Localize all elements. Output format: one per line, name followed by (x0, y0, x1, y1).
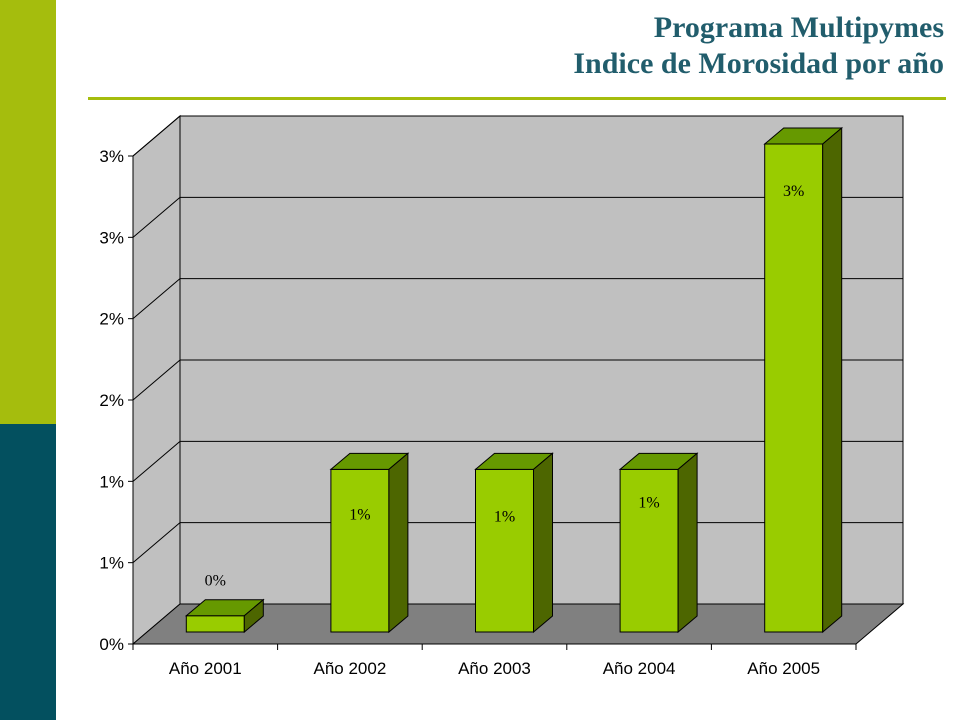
bar-chart: 0% 1% 1% 2% 2% 3% 3% 0% Año 2001 1% Año 2002 1% Año … (99, 114, 905, 678)
bar-side (677, 452, 698, 634)
gridline (132, 278, 903, 320)
bar-side (388, 452, 409, 634)
gridline (132, 115, 903, 157)
data-label: 1% (638, 494, 659, 511)
x-tick-label: Año 2001 (169, 659, 242, 678)
y-tick-label: 1% (99, 554, 124, 573)
bar-front (764, 143, 824, 633)
accent-band-top (0, 0, 56, 424)
y-tick-label: 3% (99, 228, 124, 247)
bar-side (822, 126, 843, 634)
bar-front (619, 468, 679, 633)
accent-band-bottom (0, 424, 56, 720)
bar-front (475, 468, 534, 633)
bar-front (330, 468, 390, 633)
data-label: 0% (205, 573, 226, 590)
bar-side (243, 598, 264, 634)
gridline (132, 196, 903, 238)
gridline (132, 359, 903, 401)
slide-title: Programa Multipymes Indice de Morosidad … (573, 10, 944, 82)
x-tick-label: Año 2005 (747, 659, 820, 678)
data-label: 1% (494, 508, 515, 525)
title-rule (88, 97, 946, 100)
y-tick-label: 0% (99, 635, 124, 654)
bar-side (533, 452, 553, 634)
y-tick-label: 1% (99, 472, 124, 491)
y-tick-label: 3% (99, 147, 124, 166)
y-tick-label: 2% (99, 391, 124, 410)
x-tick-label: Año 2004 (603, 659, 676, 678)
y-tick-label: 2% (99, 310, 124, 329)
bar-front (185, 615, 245, 633)
x-tick-label: Año 2003 (458, 659, 531, 678)
title-line-1: Programa Multipymes (653, 11, 944, 44)
data-label: 3% (783, 183, 804, 200)
data-label: 1% (349, 506, 370, 523)
title-line-2: Indice de Morosidad por año (573, 47, 944, 80)
gridline (132, 440, 903, 482)
x-tick-label: Año 2002 (314, 659, 387, 678)
